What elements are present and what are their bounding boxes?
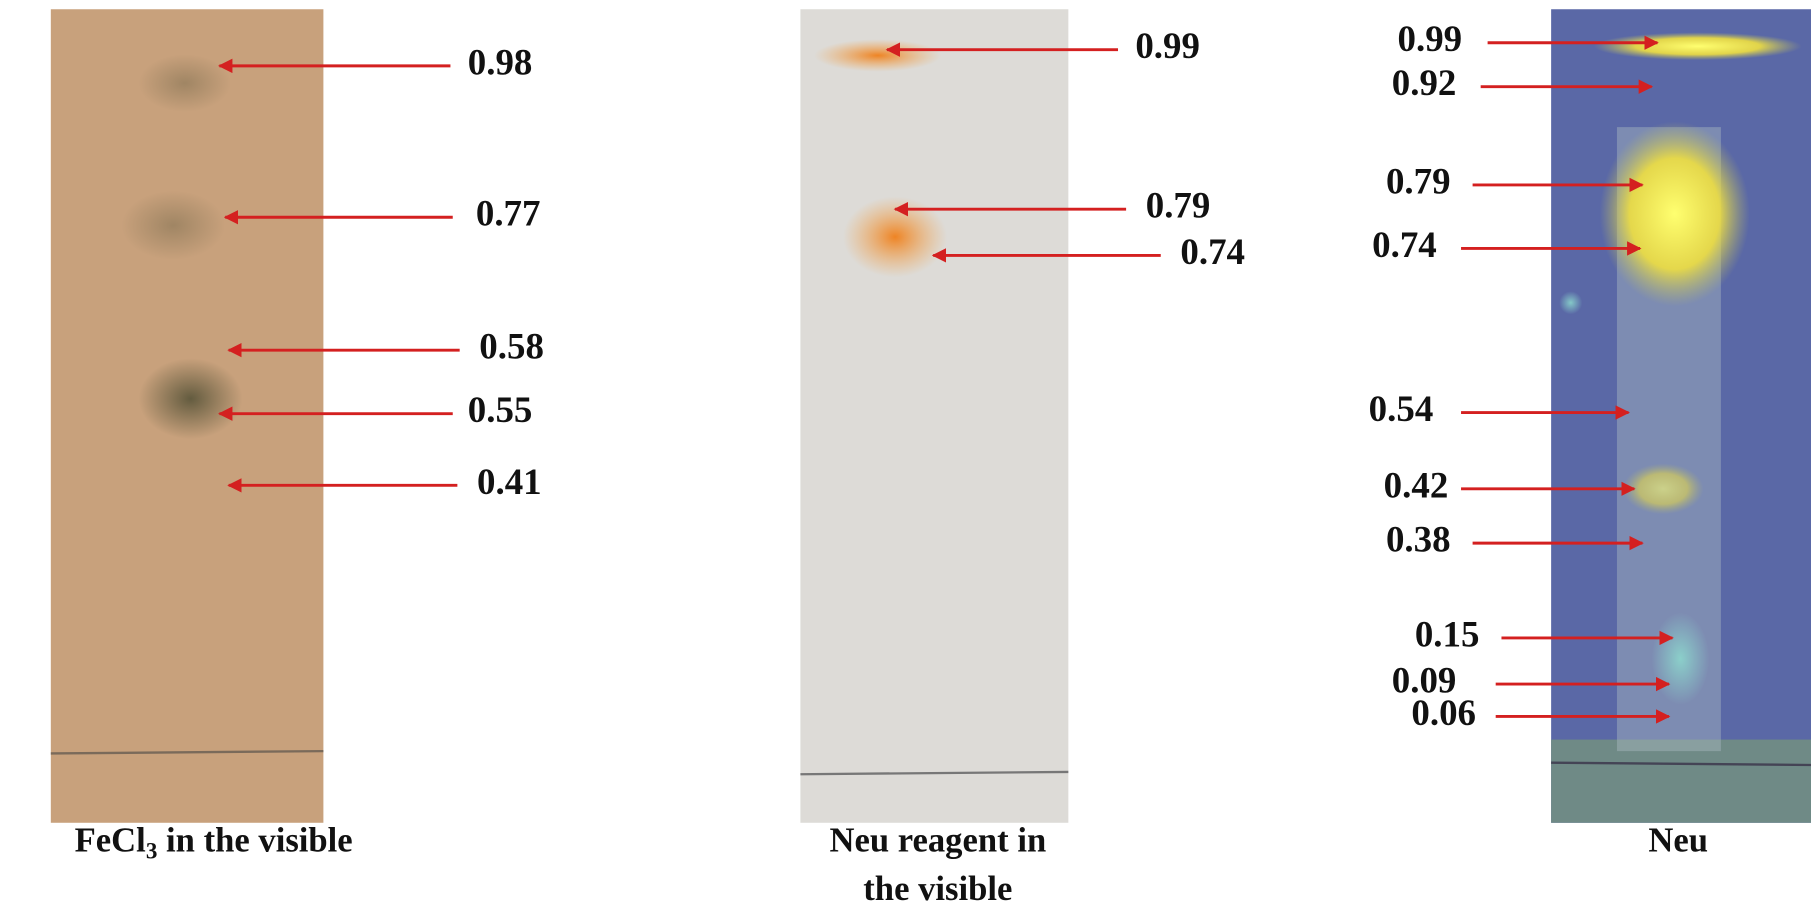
rf-label: 0.77 — [476, 193, 541, 234]
rf-label: 0.99 — [1398, 18, 1463, 59]
caption: Neu reagent in — [829, 822, 1046, 860]
caption: Neu — [1648, 822, 1708, 860]
rf-label: 0.79 — [1146, 185, 1211, 226]
rf-label: 0.42 — [1384, 464, 1449, 505]
rf-label: 0.74 — [1180, 231, 1245, 272]
rf-label: 0.55 — [468, 389, 533, 430]
rf-label: 0.15 — [1415, 613, 1480, 654]
caption-sub: 3 — [146, 838, 158, 864]
rf-label: 0.58 — [479, 326, 544, 367]
rf-label: 0.99 — [1135, 25, 1200, 66]
rf-label: 0.74 — [1372, 224, 1437, 265]
rf-label: 0.09 — [1392, 660, 1457, 701]
rf-label: 0.41 — [477, 461, 542, 502]
annotations: 0.98 0.77 0.58 0.55 0.41 FeCl3 in the visible… — [75, 18, 1708, 908]
rf-label: 0.79 — [1386, 160, 1451, 201]
rf-label: 0.06 — [1411, 692, 1476, 733]
plate-neu-uv — [1551, 9, 1811, 823]
rf-label: 0.98 — [468, 41, 533, 82]
plate-neu-visible — [800, 9, 1069, 823]
caption-main: FeCl — [75, 822, 147, 860]
rf-label: 0.92 — [1392, 62, 1457, 103]
rf-label: 0.54 — [1369, 388, 1434, 429]
caption: the visible — [863, 870, 1012, 908]
caption-rest: in the visible — [157, 822, 352, 860]
rf-label: 0.38 — [1386, 519, 1451, 560]
caption: FeCl3 in the visible — [75, 822, 353, 864]
plate-fecl3 — [50, 9, 324, 823]
